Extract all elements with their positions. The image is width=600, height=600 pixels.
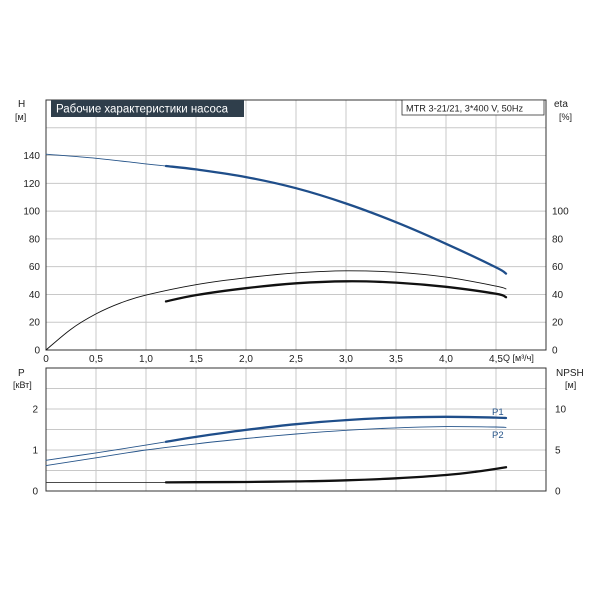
x-tick-label: 1,0 bbox=[139, 354, 153, 365]
y-right-tick-label: 5 bbox=[555, 446, 561, 457]
y-left-tick-label: 0 bbox=[34, 346, 40, 357]
x-tick-label: 2,0 bbox=[239, 354, 253, 365]
y-right-tick-label: 0 bbox=[552, 346, 558, 357]
y-left-tick-label: 60 bbox=[29, 262, 41, 273]
x-tick-label: 4,0 bbox=[439, 354, 453, 365]
top-grid bbox=[46, 100, 546, 350]
y-right-axis-label: eta bbox=[554, 99, 568, 110]
top-tick-labels: 0 0,5 1,0 1,5 2,0 2,5 3,0 3,5 4,0 4,5 0 20 40 60 80 100… bbox=[23, 151, 569, 365]
y-right-tick-label: 10 bbox=[555, 405, 567, 416]
x-tick-label: 1,5 bbox=[189, 354, 203, 365]
chart-subtitle: MTR 3-21/21, 3*400 V, 50Hz bbox=[406, 104, 524, 114]
y-left-tick-label: 100 bbox=[23, 207, 40, 218]
bottom-grid bbox=[46, 368, 546, 491]
y-right-tick-label: 20 bbox=[552, 318, 564, 329]
x-tick-label: 3,5 bbox=[389, 354, 403, 365]
series-line-eta_thin bbox=[45, 270, 507, 351]
top-plot-frame bbox=[45, 99, 547, 351]
y-left-axis-label: H bbox=[18, 99, 25, 110]
series-line-p1_thin bbox=[45, 441, 167, 461]
bottom-series bbox=[45, 415, 508, 484]
x-axis-label: Q [м³/ч] bbox=[503, 353, 534, 363]
y-left-axis-label-power: P bbox=[18, 368, 25, 379]
title-box bbox=[51, 100, 244, 117]
top-series bbox=[45, 153, 508, 351]
bottom-tick-labels: 0 1 2 0 5 10 bbox=[32, 405, 566, 498]
series-line-head_thin bbox=[45, 153, 167, 167]
y-right-tick-label: 100 bbox=[552, 207, 569, 218]
subtitle-box bbox=[401, 99, 545, 116]
y-left-axis-unit: [м] bbox=[15, 112, 26, 122]
x-tick-label: 2,5 bbox=[289, 354, 303, 365]
y-right-tick-label: 60 bbox=[552, 262, 564, 273]
series-line-eta_bold bbox=[164, 280, 508, 303]
y-left-axis-unit-power: [кВт] bbox=[13, 380, 32, 390]
y-right-axis-unit-npsh: [м] bbox=[565, 380, 576, 390]
y-left-tick-label: 120 bbox=[23, 179, 40, 190]
series-line-npsh_bold bbox=[164, 466, 508, 484]
y-left-tick-label: 0 bbox=[32, 487, 38, 498]
series-line-head_bold bbox=[164, 164, 508, 275]
y-left-tick-label: 40 bbox=[29, 290, 41, 301]
y-left-tick-label: 20 bbox=[29, 318, 41, 329]
series-line-p1_bold bbox=[164, 415, 508, 443]
y-right-tick-label: 0 bbox=[555, 487, 561, 498]
series-line-p2_thin bbox=[45, 426, 507, 467]
y-right-axis-label-npsh: NPSH bbox=[556, 368, 584, 379]
bottom-plot-frame bbox=[45, 367, 547, 492]
y-left-tick-label: 2 bbox=[32, 405, 38, 416]
series-label-p2: P2 bbox=[492, 430, 504, 441]
y-right-tick-label: 80 bbox=[552, 234, 564, 245]
y-left-tick-label: 80 bbox=[29, 234, 41, 245]
bottom-panel: P [кВт] NPSH [м] 0 1 2 0 5 10 P1 P2 bbox=[13, 367, 584, 498]
chart-title: Рабочие характеристики насоса bbox=[56, 104, 229, 116]
series-label-p1: P1 bbox=[492, 407, 504, 418]
x-tick-label: 4,5 bbox=[489, 354, 503, 365]
y-right-axis-unit: [%] bbox=[559, 112, 572, 122]
y-right-tick-label: 40 bbox=[552, 290, 564, 301]
y-left-tick-label: 1 bbox=[32, 446, 38, 457]
x-tick-label: 0 bbox=[43, 354, 49, 365]
top-panel: Рабочие характеристики насоса MTR 3-21/2… bbox=[15, 99, 572, 365]
x-tick-label: 0,5 bbox=[89, 354, 103, 365]
x-tick-label: 3,0 bbox=[339, 354, 353, 365]
y-left-tick-label: 140 bbox=[23, 151, 40, 162]
